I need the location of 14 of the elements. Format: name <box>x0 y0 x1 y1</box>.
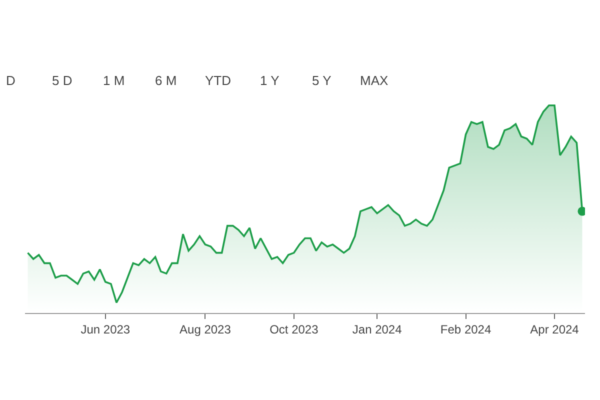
x-tick-label: Oct 2023 <box>270 322 319 336</box>
x-tick-label: Feb 2024 <box>440 322 492 336</box>
x-tick-label: Apr 2024 <box>530 322 580 336</box>
text: 1 Y <box>260 73 280 88</box>
x-tick-label: Jun 2023 <box>80 322 130 336</box>
x-tick-label: Jan 2024 <box>352 322 402 336</box>
text: 5 D <box>52 73 72 88</box>
text: D <box>6 73 16 88</box>
text: 5 Y <box>312 73 332 88</box>
x-tick-label: Aug 2023 <box>180 322 232 336</box>
text: 1 M <box>103 73 125 88</box>
text: MAX <box>360 73 388 88</box>
text: YTD <box>205 73 231 88</box>
text: 6 M <box>155 73 177 88</box>
